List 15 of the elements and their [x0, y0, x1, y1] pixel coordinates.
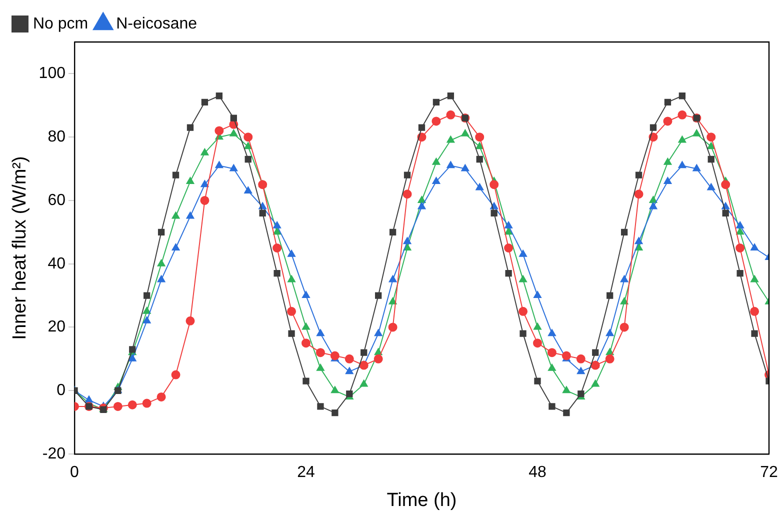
- x-tick-label: 24: [297, 464, 315, 482]
- legend-label: N-eicosane: [116, 15, 198, 32]
- y-tick-label: 40: [48, 255, 66, 272]
- x-tick-label: 72: [760, 464, 778, 482]
- y-tick-label: 80: [48, 128, 66, 146]
- y-tick-label: 0: [56, 382, 66, 400]
- legend-label: No pcm: [33, 15, 88, 32]
- y-tick-label: 20: [48, 318, 66, 336]
- x-tick-label: 0: [70, 464, 80, 482]
- y-tick-label: -20: [42, 445, 66, 462]
- y-axis-title: Inner heat flux (W/m²): [10, 156, 31, 340]
- y-tick-label: 100: [38, 65, 66, 82]
- x-axis-title: Time (h): [386, 490, 457, 511]
- y-tick-label: 60: [48, 192, 66, 209]
- x-tick-label: 48: [528, 464, 546, 482]
